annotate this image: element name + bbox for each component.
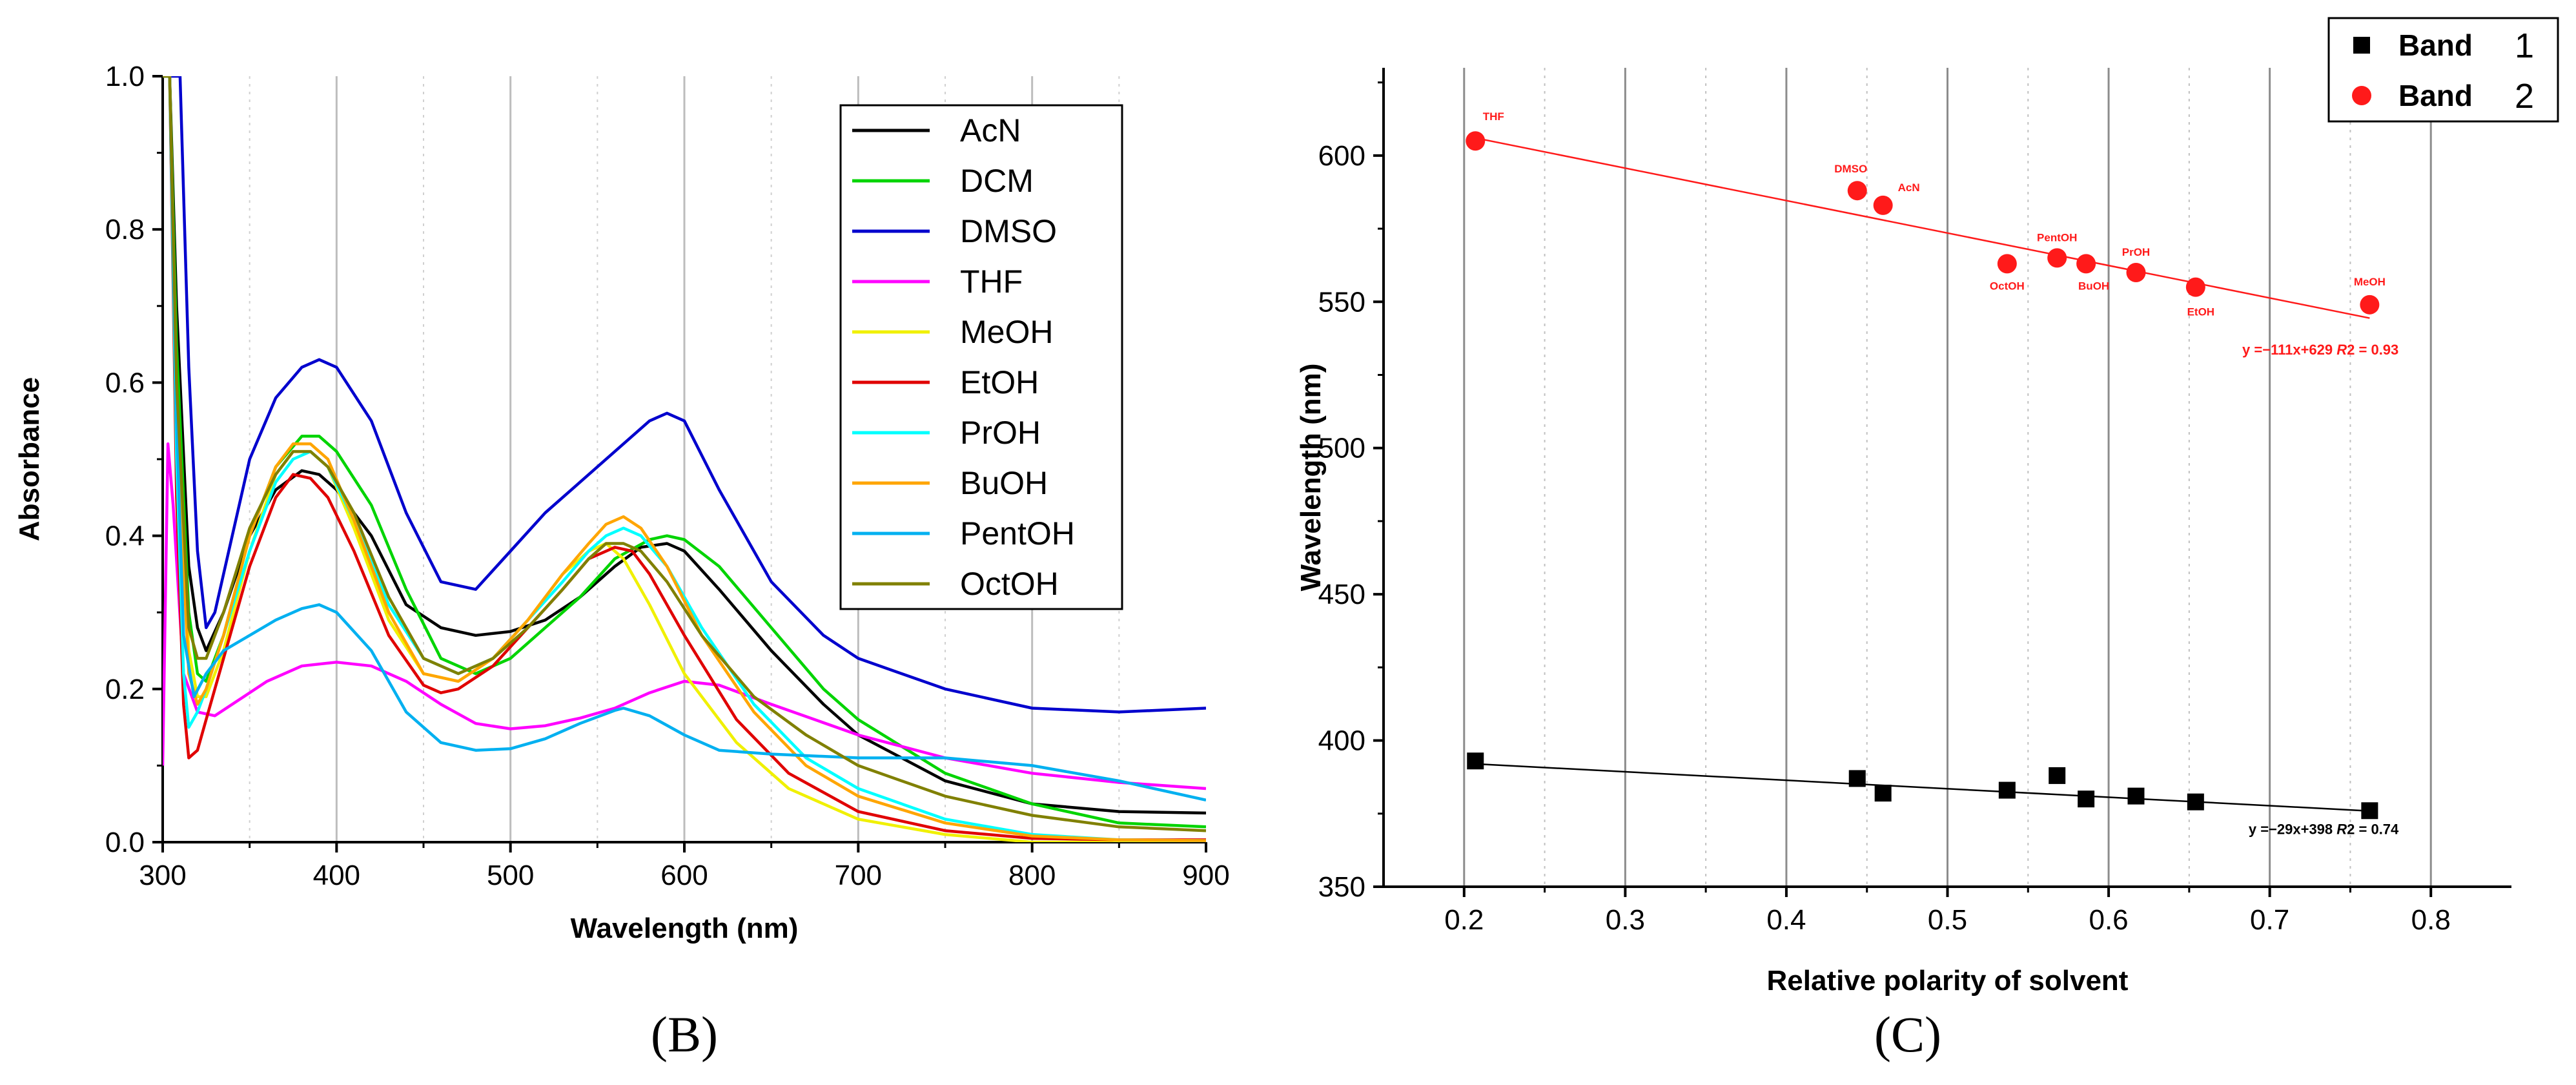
fit-line-band-1 <box>1475 763 2370 812</box>
x-tick-label: 0.5 <box>1928 904 1967 936</box>
x-tick-label: 0.2 <box>1444 904 1484 936</box>
legend-swatch-band-2 <box>2352 86 2371 105</box>
x-tick-label: 800 <box>1008 860 1056 891</box>
panel-b-absorbance-chart: 300 400 500 600 700 800 900 0.0 0.2 0.4 0.6 0.8 1.0 W… <box>14 61 1230 1062</box>
data-point-band-1 <box>2049 767 2066 784</box>
legend-label-buoh: BuOH <box>960 465 1048 501</box>
y-axis-title: Wavelength (nm) <box>1295 364 1327 592</box>
absorbance-spectra-plot: 300 400 500 600 700 800 900 0.0 0.2 0.4 0.6 0.8 1.0 W… <box>14 61 1230 1062</box>
x-tick-label: 0.6 <box>2089 904 2128 936</box>
y-tick-label: 600 <box>1318 140 1365 172</box>
y-axis-title: Absorbance <box>14 377 45 541</box>
y-tick-label: 550 <box>1318 286 1365 318</box>
panel-label-c: (C) <box>1874 1006 1941 1062</box>
y-tick-label: 1.0 <box>105 61 145 92</box>
legend-label-acn: AcN <box>960 112 1021 149</box>
y-tick-label: 0.6 <box>105 367 145 398</box>
y-tick-label: 350 <box>1318 871 1365 903</box>
series-line-dmso <box>163 76 1206 714</box>
data-point-band-1 <box>2361 802 2378 820</box>
legend-label-dmso: DMSO <box>960 213 1057 249</box>
x-tick-label: 600 <box>660 860 708 891</box>
series-line-acn <box>163 76 1206 815</box>
y-tick-label: 450 <box>1318 579 1365 610</box>
r2-value: 2 = 0.93 <box>2347 342 2398 358</box>
point-label-pentoh: PentOH <box>2037 231 2077 243</box>
data-point-band-2 <box>2185 277 2205 297</box>
data-point-band-2 <box>2360 294 2380 315</box>
series-line-thf <box>163 442 1206 790</box>
legend-label-thf: THF <box>960 264 1023 300</box>
x-tick-label: 500 <box>487 860 534 891</box>
wavelength-vs-polarity-plot: 0.2 0.3 0.4 0.5 0.6 0.7 0.8 350 400 450 500 550 600 R… <box>1295 17 2559 1062</box>
x-axis-title: Relative polarity of solvent <box>1767 965 2129 997</box>
equation-text: y =−111x+629 <box>2242 342 2336 358</box>
fit-equation-band-2: y =−111x+629 R2 = 0.93 <box>2242 342 2398 358</box>
point-label-proh: PrOH <box>2122 246 2150 258</box>
series-line-dcm <box>163 76 1206 829</box>
legend-box <box>839 104 1123 610</box>
data-point-band-2 <box>2076 254 2096 274</box>
data-point-band-2 <box>2126 263 2146 282</box>
series-line-octoh <box>163 76 1206 832</box>
data-point-band-1 <box>1874 785 1892 802</box>
legend-number-band-1: 1 <box>2515 26 2534 65</box>
point-label-buoh: BuOH <box>2078 280 2109 292</box>
fit-equation-band-1: y =−29x+398 R2 = 0.74 <box>2249 821 2399 837</box>
data-point-band-2 <box>2047 248 2067 268</box>
legend-label-pentoh: PentOH <box>960 515 1075 552</box>
y-tick-label: 500 <box>1318 433 1365 464</box>
legend-label-meoh: MeOH <box>960 314 1053 350</box>
legend-swatch-band-1 <box>2353 37 2370 54</box>
data-point-band-1 <box>1467 752 1484 770</box>
data-point-band-1 <box>2078 790 2095 808</box>
x-axis-title: Wavelength (nm) <box>571 913 799 944</box>
series-line-pentoh <box>163 76 1206 801</box>
y-tick-label: 0.4 <box>105 521 145 552</box>
data-point-band-2 <box>1466 131 1486 151</box>
data-point-band-2 <box>1847 181 1867 201</box>
data-point-band-1 <box>2127 787 2145 805</box>
y-tick-label: 0.8 <box>105 214 145 245</box>
x-tick-label: 900 <box>1182 860 1229 891</box>
x-tick-label: 0.8 <box>2411 904 2451 936</box>
panel-label-b: (B) <box>651 1006 718 1062</box>
x-tick-label: 0.4 <box>1766 904 1806 936</box>
data-point-band-1 <box>1848 770 1866 787</box>
legend-label-proh: PrOH <box>960 415 1041 451</box>
x-tick-label: 0.7 <box>2250 904 2289 936</box>
legend-label-band-1: Band <box>2398 28 2473 62</box>
legend-number-band-2: 2 <box>2515 77 2534 116</box>
y-tick-label: 0.0 <box>105 827 145 858</box>
legend-label-band-2: Band <box>2398 79 2473 112</box>
legend-label-dcm: DCM <box>960 163 1034 199</box>
legend-label-octoh: OctOH <box>960 566 1059 602</box>
data-point-band-2 <box>1873 195 1893 215</box>
fit-line-band-2 <box>1475 137 2370 319</box>
r2-symbol: R <box>2336 342 2347 358</box>
point-label-etoh: EtOH <box>2187 306 2215 318</box>
point-label-acn: AcN <box>1898 181 1920 194</box>
legend-label-etoh: EtOH <box>960 364 1039 400</box>
y-tick-label: 0.2 <box>105 674 145 705</box>
x-tick-label: 300 <box>139 860 186 891</box>
series-group <box>163 76 1206 842</box>
y-tick-label: 400 <box>1318 725 1365 757</box>
r2-value: 2 = 0.74 <box>2347 821 2399 837</box>
r2-symbol: R <box>2336 821 2347 837</box>
data-point-band-2 <box>1997 254 2017 274</box>
x-tick-label: 400 <box>313 860 360 891</box>
panel-c-polarity-chart: 0.2 0.3 0.4 0.5 0.6 0.7 0.8 350 400 450 500 550 600 R… <box>1288 0 2576 1085</box>
data-point-band-1 <box>1998 781 2016 799</box>
point-label-dmso: DMSO <box>1834 163 1867 175</box>
legend-box <box>2327 17 2559 123</box>
equation-text: y =−29x+398 <box>2249 821 2336 837</box>
point-label-thf: THF <box>1483 110 1504 123</box>
x-tick-label: 0.3 <box>1606 904 1645 936</box>
point-label-octoh: OctOH <box>1990 280 2025 292</box>
x-tick-label: 700 <box>835 860 882 891</box>
point-label-meoh: MeOH <box>2354 276 2386 288</box>
data-point-band-1 <box>2187 793 2204 811</box>
